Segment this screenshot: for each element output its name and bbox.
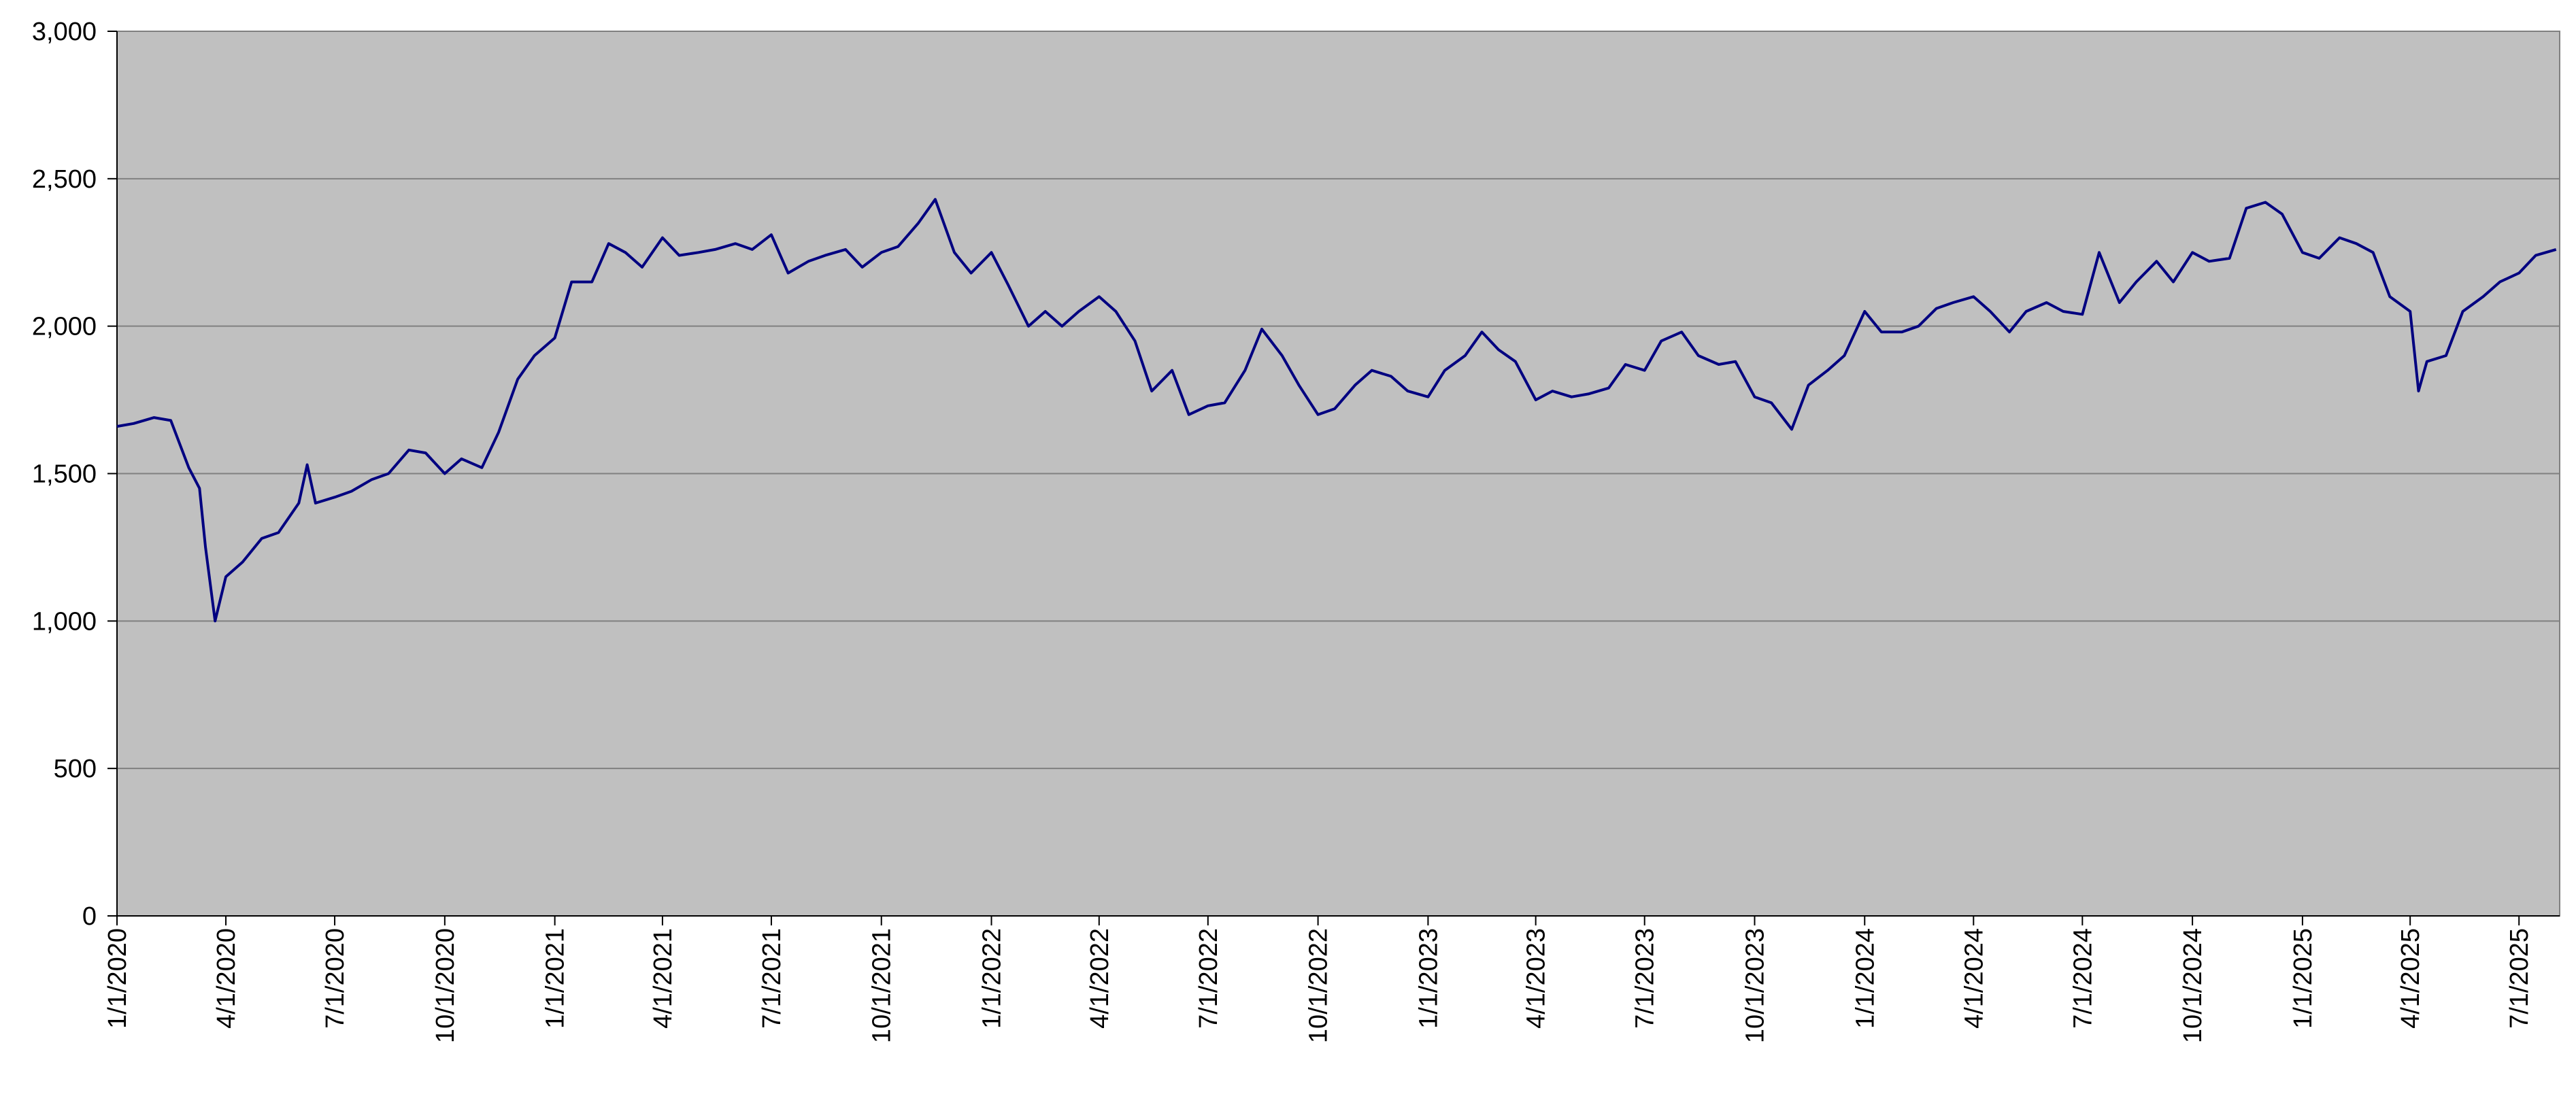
x-tick-label: 7/1/2023 — [1631, 928, 1660, 1029]
y-tick-label: 3,000 — [32, 18, 97, 46]
y-tick-label: 0 — [82, 902, 97, 931]
line-series — [116, 198, 2557, 623]
x-tick-label: 4/1/2025 — [2396, 928, 2425, 1029]
x-tick-label: 7/1/2021 — [758, 928, 786, 1029]
x-tick-label: 4/1/2024 — [1960, 928, 1988, 1029]
x-tick-label: 1/1/2022 — [978, 928, 1007, 1029]
y-tick-label: 2,500 — [32, 165, 97, 194]
x-tick-label: 10/1/2020 — [431, 928, 460, 1043]
x-tick-label: 10/1/2022 — [1305, 928, 1333, 1043]
y-tick-label: 1,000 — [32, 607, 97, 636]
x-tick-label: 7/1/2024 — [2069, 928, 2097, 1029]
x-tick-label: 1/1/2020 — [103, 928, 132, 1029]
x-tick-label: 1/1/2025 — [2289, 928, 2318, 1029]
x-tick-label: 1/1/2023 — [1414, 928, 1443, 1029]
x-tick-label: 7/1/2020 — [321, 928, 350, 1029]
x-tick-label: 1/1/2021 — [541, 928, 570, 1029]
x-tick-label: 7/1/2022 — [1194, 928, 1223, 1029]
y-tick-label: 500 — [54, 755, 97, 783]
y-tick-label: 1,500 — [32, 460, 97, 489]
x-tick-label: 7/1/2025 — [2505, 928, 2534, 1029]
x-tick-label: 10/1/2024 — [2179, 928, 2207, 1043]
x-tick-label: 4/1/2020 — [212, 928, 241, 1029]
y-tick-label: 2,000 — [32, 313, 97, 341]
x-tick-label: 4/1/2022 — [1086, 928, 1114, 1029]
x-tick-label: 1/1/2024 — [1851, 928, 1879, 1029]
x-tick-label: 4/1/2023 — [1522, 928, 1551, 1029]
x-tick-label: 10/1/2021 — [868, 928, 897, 1043]
x-tick-label: 4/1/2021 — [649, 928, 678, 1029]
x-tick-label: 10/1/2023 — [1741, 928, 1769, 1043]
